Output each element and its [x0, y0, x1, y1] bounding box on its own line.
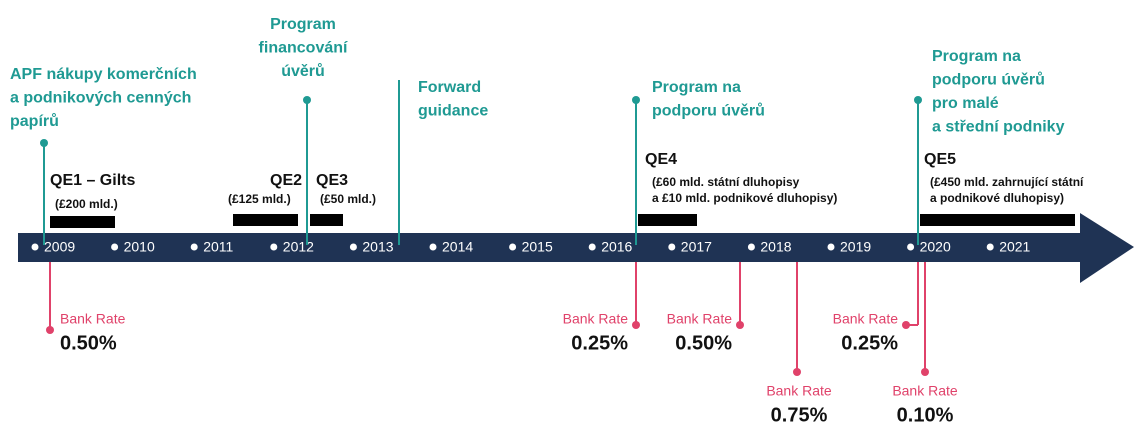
year-label: 2019: [840, 239, 871, 255]
program-label: APF nákupy komerčních: [10, 66, 197, 83]
rate-dot: [632, 321, 640, 329]
year-dot: [270, 243, 278, 251]
year-dot: [907, 243, 915, 251]
rate-value: 0.25%: [571, 332, 628, 354]
qe-amount: (£450 mld. zahrnující státní: [930, 175, 1084, 189]
year-label: 2016: [601, 239, 632, 255]
program-label: a střední podniky: [932, 119, 1065, 136]
rate-value: 0.25%: [841, 332, 898, 354]
qe-bar: [920, 214, 1075, 226]
program-label: a podnikových cenných: [10, 90, 191, 107]
program-dot: [303, 96, 311, 104]
year-label: 2012: [283, 239, 314, 255]
timeline-arrow: [18, 213, 1134, 283]
program-label: papírů: [10, 113, 59, 130]
qe-name: QE1 – Gilts: [50, 172, 135, 189]
rate-dot: [46, 326, 54, 334]
qe-bar: [50, 216, 115, 228]
year-dot: [668, 243, 676, 251]
program-label: guidance: [418, 103, 488, 120]
year-label: 2013: [362, 239, 393, 255]
year-dot: [986, 243, 994, 251]
qe-amount: (£60 mld. státní dluhopisy: [652, 175, 800, 189]
program-label: úvěrů: [281, 63, 325, 80]
year-label: 2009: [44, 239, 75, 255]
year-label: 2015: [522, 239, 553, 255]
qe-name: QE2: [270, 172, 302, 189]
program-dot: [914, 96, 922, 104]
program-label: Program: [270, 16, 336, 33]
rate-value: 0.10%: [897, 404, 954, 426]
year-dot: [588, 243, 596, 251]
qe-name: QE4: [645, 151, 677, 168]
program-label: Forward: [418, 79, 481, 96]
program-label: podporu úvěrů: [652, 103, 765, 120]
rate-dot: [902, 321, 910, 329]
rate-value: 0.75%: [771, 404, 828, 426]
year-dot: [429, 243, 437, 251]
rate-label: Bank Rate: [833, 311, 899, 327]
year-dot: [349, 243, 357, 251]
qe-amount: a podnikové dluhopisy): [930, 191, 1064, 205]
qe-amount: a £10 mld. podnikové dluhopisy): [652, 191, 837, 205]
rate-label: Bank Rate: [667, 311, 733, 327]
year-label: 2011: [203, 239, 233, 255]
program-label: financování: [259, 40, 348, 57]
rate-value: 0.50%: [60, 332, 117, 354]
year-label: 2014: [442, 239, 473, 255]
year-label: 2010: [124, 239, 155, 255]
rate-dot: [736, 321, 744, 329]
rate-value: 0.50%: [675, 332, 732, 354]
qe-name: QE3: [316, 172, 348, 189]
year-dot: [111, 243, 119, 251]
year-label: 2018: [760, 239, 791, 255]
year-dot: [509, 243, 517, 251]
program-dot: [40, 139, 48, 147]
program-label: podporu úvěrů: [932, 72, 1045, 89]
year-dot: [747, 243, 755, 251]
program-dot: [632, 96, 640, 104]
year-dot: [827, 243, 835, 251]
qe-bar: [638, 214, 697, 226]
rate-label: Bank Rate: [766, 383, 832, 399]
qe-amount: (£200 mld.): [55, 197, 118, 211]
program-label: pro malé: [932, 95, 999, 112]
qe-name: QE5: [924, 151, 956, 168]
year-label: 2021: [999, 239, 1030, 255]
year-label: 2020: [920, 239, 951, 255]
rate-dot: [793, 368, 801, 376]
rate-label: Bank Rate: [60, 311, 126, 327]
qe-amount: (£125 mld.): [228, 192, 291, 206]
rate-label: Bank Rate: [563, 311, 629, 327]
program-label: Program na: [932, 48, 1021, 65]
rate-dot: [921, 368, 929, 376]
qe-amount: (£50 mld.): [320, 192, 376, 206]
qe-bar: [233, 214, 298, 226]
year-label: 2017: [681, 239, 712, 255]
program-label: Program na: [652, 79, 741, 96]
year-dot: [190, 243, 198, 251]
year-dot: [31, 243, 39, 251]
qe-bar: [310, 214, 343, 226]
rate-label: Bank Rate: [892, 383, 958, 399]
